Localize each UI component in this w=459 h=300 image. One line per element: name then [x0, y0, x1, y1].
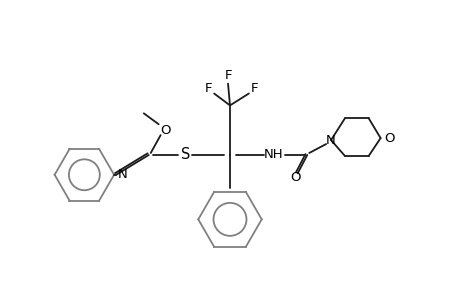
Text: N: N — [325, 134, 335, 147]
Text: O: O — [160, 124, 170, 137]
Text: O: O — [383, 132, 394, 145]
Text: NH: NH — [263, 148, 283, 161]
Text: F: F — [224, 69, 231, 82]
Text: O: O — [290, 171, 300, 184]
Text: N: N — [118, 168, 128, 181]
Text: F: F — [204, 82, 212, 95]
Text: F: F — [251, 82, 258, 95]
Text: S: S — [180, 148, 190, 163]
